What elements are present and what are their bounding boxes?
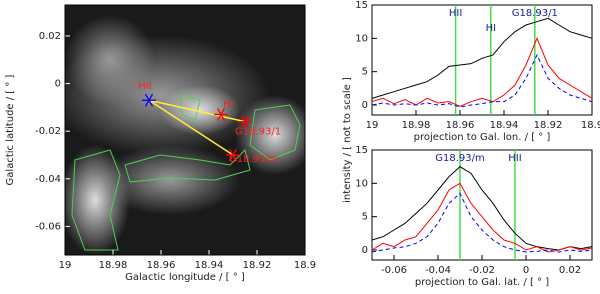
x-tick-label: 0.02	[559, 265, 581, 276]
series-line	[371, 17, 593, 99]
reference-label: HII	[449, 8, 462, 19]
x-tick-label: -0.04	[425, 265, 451, 276]
y-tick-label: 0	[362, 245, 368, 256]
y-axis-label: intensity / [ not to scale ]	[342, 77, 353, 203]
series-line	[371, 53, 593, 108]
y-tick-label: 15	[355, 145, 368, 156]
connector	[148, 99, 234, 156]
series-line	[371, 192, 593, 253]
y-tick-label: 0	[362, 100, 368, 111]
y-tick-label: 10	[355, 33, 368, 44]
x-tick-label: 18.94	[195, 260, 224, 271]
x-tick-label: -0.06	[381, 265, 407, 276]
x-axis-label: projection to Gal. lon. / [ ° ]	[414, 132, 551, 143]
contour	[71, 149, 121, 251]
y-tick-label: 0.02	[39, 31, 61, 42]
x-tick-label: 19	[59, 260, 72, 271]
y-tick-label: 5	[362, 67, 368, 78]
star-marker	[238, 115, 252, 129]
reference-label: HI	[486, 23, 496, 34]
contour	[124, 149, 251, 183]
reference-label: G18.93/m	[435, 153, 485, 164]
marker-label: HII	[138, 81, 151, 92]
connector	[148, 99, 246, 123]
y-tick-label: 0	[55, 79, 61, 90]
series-line	[371, 37, 593, 107]
star-marker	[142, 93, 156, 107]
x-tick-label: -0.02	[469, 265, 495, 276]
marker-label: G18.93/1	[235, 127, 281, 138]
x-tick-label: 18.92	[534, 120, 563, 131]
y-tick-label: -0.04	[35, 174, 61, 185]
star-stroke	[144, 93, 154, 107]
x-axis-label: Galactic longitude / [ ° ]	[125, 272, 245, 283]
y-tick-label: 5	[362, 212, 368, 223]
axes-frame	[371, 4, 593, 116]
x-tick-label: 18.96	[147, 260, 176, 271]
y-tick-label: 10	[355, 178, 368, 189]
x-tick-label: 18.92	[243, 260, 272, 271]
x-tick-label: 0	[523, 265, 529, 276]
y-axis-label: Galactic latitude / [ ° ]	[5, 74, 16, 185]
y-tick-label: -0.02	[35, 126, 61, 137]
star-marker	[214, 108, 228, 121]
series-line	[371, 166, 593, 251]
axes-frame	[371, 149, 593, 261]
x-tick-label: 18.98	[402, 120, 431, 131]
star-stroke	[240, 115, 250, 129]
star-stroke	[216, 108, 226, 121]
contour	[249, 104, 301, 161]
star-stroke	[228, 148, 238, 162]
reference-label: HII	[508, 153, 521, 164]
x-tick-label: 18.96	[446, 120, 475, 131]
contour	[179, 94, 201, 121]
marker-label: HI	[223, 100, 233, 111]
image-background	[65, 5, 305, 255]
x-tick-label: 18.9	[294, 260, 316, 271]
star-marker	[226, 148, 240, 162]
marker-label: G18.93/m	[229, 154, 279, 165]
x-axis-label: projection to Gal. lat. / [ ° ]	[415, 277, 549, 288]
axes-frame	[64, 4, 306, 256]
x-tick-label: 18.94	[490, 120, 519, 131]
reference-label: G18.93/1	[512, 8, 558, 19]
x-tick-label: 18.98	[99, 260, 128, 271]
y-tick-label: -0.06	[35, 221, 61, 232]
series-line	[371, 182, 593, 253]
x-tick-label: 18.9	[581, 120, 600, 131]
x-tick-label: 19	[366, 120, 379, 131]
y-tick-label: 15	[355, 0, 368, 11]
